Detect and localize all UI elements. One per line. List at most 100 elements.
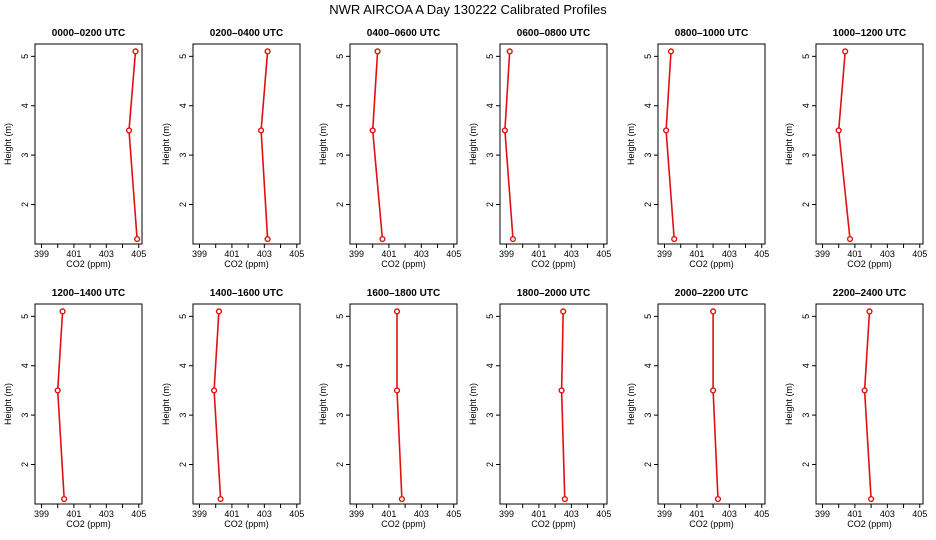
- y-tick-label: 5: [20, 54, 30, 59]
- panel-title: 0000–0200 UTC: [52, 28, 125, 39]
- y-tick-label: 3: [335, 153, 345, 158]
- x-tick-label: 403: [880, 249, 895, 259]
- profile-line: [712, 311, 719, 500]
- chart-panel-11: 2000–2200 UTC 399 401 403 405 2 3 4 5 CO2 (ppm) He…: [626, 288, 769, 529]
- data-point: [398, 495, 405, 503]
- panel-title: 1600–1800 UTC: [367, 288, 440, 299]
- plot-frame: [349, 43, 458, 245]
- y-tick-label: 5: [335, 314, 345, 319]
- y-tick-label: 4: [643, 103, 653, 108]
- y-tick-label: 5: [335, 54, 345, 59]
- plot-frame: [192, 43, 301, 245]
- chart-panel-4: 0600–0800 UTC 399 401 403 405 2 3 4 5 CO2 (ppm) He…: [468, 28, 611, 269]
- x-tick-label: 401: [381, 509, 396, 519]
- data-point: [59, 308, 66, 315]
- panel-title: 0200–0400 UTC: [210, 28, 283, 39]
- chart-panel-5: 0800–1000 UTC 399 401 403 405 2 3 4 5 CO2 (ppm) He…: [626, 28, 769, 269]
- data-point: [54, 387, 61, 394]
- data-point: [217, 495, 224, 503]
- x-tick-label: 401: [531, 509, 546, 519]
- profile-line: [837, 51, 851, 240]
- y-tick-label: 2: [801, 202, 811, 207]
- y-tick-label: 5: [643, 314, 653, 319]
- chart-panel-7: 1200–1400 UTC 399 401 403 405 2 3 4 5 CO2 (ppm) He…: [3, 288, 146, 529]
- x-tick-label: 405: [131, 249, 146, 259]
- data-point: [393, 387, 401, 394]
- y-tick-label: 5: [485, 54, 495, 59]
- y-tick-label: 3: [643, 153, 653, 158]
- data-point: [215, 308, 223, 315]
- x-tick-label: 399: [499, 249, 514, 259]
- panel-title: 0800–1000 UTC: [675, 28, 748, 39]
- x-tick-label: 403: [722, 249, 737, 259]
- y-tick-label: 2: [178, 462, 188, 467]
- y-tick-label: 4: [485, 103, 495, 108]
- chart-panel-3: 0400–0600 UTC 399 401 403 405 2 3 4 5 CO2 (ppm) He…: [318, 28, 461, 269]
- x-axis-label: CO2 (ppm): [689, 259, 734, 269]
- profile-line: [396, 311, 403, 500]
- plot-frame: [657, 303, 766, 505]
- chart-panel-12: 2200–2400 UTC 399 401 403 405 2 3 4 5 CO2 (ppm) He…: [784, 288, 927, 529]
- y-tick-label: 3: [20, 153, 30, 158]
- x-tick-label: 403: [257, 249, 272, 259]
- y-tick-label: 5: [178, 54, 188, 59]
- x-tick-label: 399: [657, 509, 672, 519]
- x-axis-label: CO2 (ppm): [224, 519, 269, 529]
- x-tick-label: 403: [257, 509, 272, 519]
- x-axis-label: CO2 (ppm): [847, 259, 892, 269]
- y-axis-label: Height (m): [161, 383, 171, 425]
- x-tick-label: 403: [414, 249, 429, 259]
- x-tick-label: 401: [66, 249, 81, 259]
- y-tick-label: 4: [178, 103, 188, 108]
- x-tick-label: 399: [349, 249, 364, 259]
- y-tick-label: 2: [335, 202, 345, 207]
- y-axis-label: Height (m): [468, 383, 478, 425]
- page-title: NWR AIRCOA A Day 130222 Calibrated Profi…: [329, 2, 607, 17]
- y-tick-label: 5: [643, 54, 653, 59]
- profile-line: [56, 311, 65, 500]
- x-tick-label: 403: [722, 509, 737, 519]
- y-axis-label: Height (m): [626, 383, 636, 425]
- y-tick-label: 2: [643, 202, 653, 207]
- y-tick-label: 2: [801, 462, 811, 467]
- data-point: [61, 495, 68, 503]
- panel-title: 2200–2400 UTC: [833, 288, 906, 299]
- data-point: [561, 495, 568, 503]
- data-point: [264, 48, 271, 55]
- profile-line: [260, 51, 269, 240]
- y-axis-label: Height (m): [626, 123, 636, 165]
- y-tick-label: 3: [335, 413, 345, 418]
- chart-panel-10: 1800–2000 UTC 399 401 403 405 2 3 4 5 CO2 (ppm) He…: [468, 288, 611, 529]
- x-tick-label: 403: [564, 249, 579, 259]
- data-point: [509, 235, 517, 243]
- x-tick-label: 405: [754, 509, 769, 519]
- x-axis-label: CO2 (ppm): [66, 259, 111, 269]
- x-tick-label: 399: [499, 509, 514, 519]
- data-point: [560, 308, 567, 315]
- y-tick-label: 2: [485, 462, 495, 467]
- y-tick-label: 5: [485, 314, 495, 319]
- y-tick-label: 4: [335, 103, 345, 108]
- x-tick-label: 405: [912, 249, 927, 259]
- plot-frame: [499, 303, 608, 505]
- data-point: [861, 387, 868, 394]
- panel-title: 1800–2000 UTC: [517, 288, 590, 299]
- x-axis-label: CO2 (ppm): [689, 519, 734, 529]
- x-tick-label: 399: [349, 509, 364, 519]
- profile-line: [371, 51, 384, 240]
- x-tick-label: 405: [289, 509, 304, 519]
- x-tick-label: 405: [289, 249, 304, 259]
- y-axis-label: Height (m): [3, 383, 13, 425]
- x-tick-label: 405: [131, 509, 146, 519]
- panel-title: 0400–0600 UTC: [367, 28, 440, 39]
- y-axis-label: Height (m): [161, 123, 171, 165]
- y-tick-label: 4: [20, 363, 30, 368]
- x-tick-label: 401: [381, 249, 396, 259]
- y-tick-label: 4: [643, 363, 653, 368]
- panel-title: 1000–1200 UTC: [833, 28, 906, 39]
- x-tick-label: 399: [192, 509, 207, 519]
- y-tick-label: 3: [178, 413, 188, 418]
- x-tick-label: 401: [224, 509, 239, 519]
- x-tick-label: 399: [34, 249, 49, 259]
- data-point: [134, 235, 141, 243]
